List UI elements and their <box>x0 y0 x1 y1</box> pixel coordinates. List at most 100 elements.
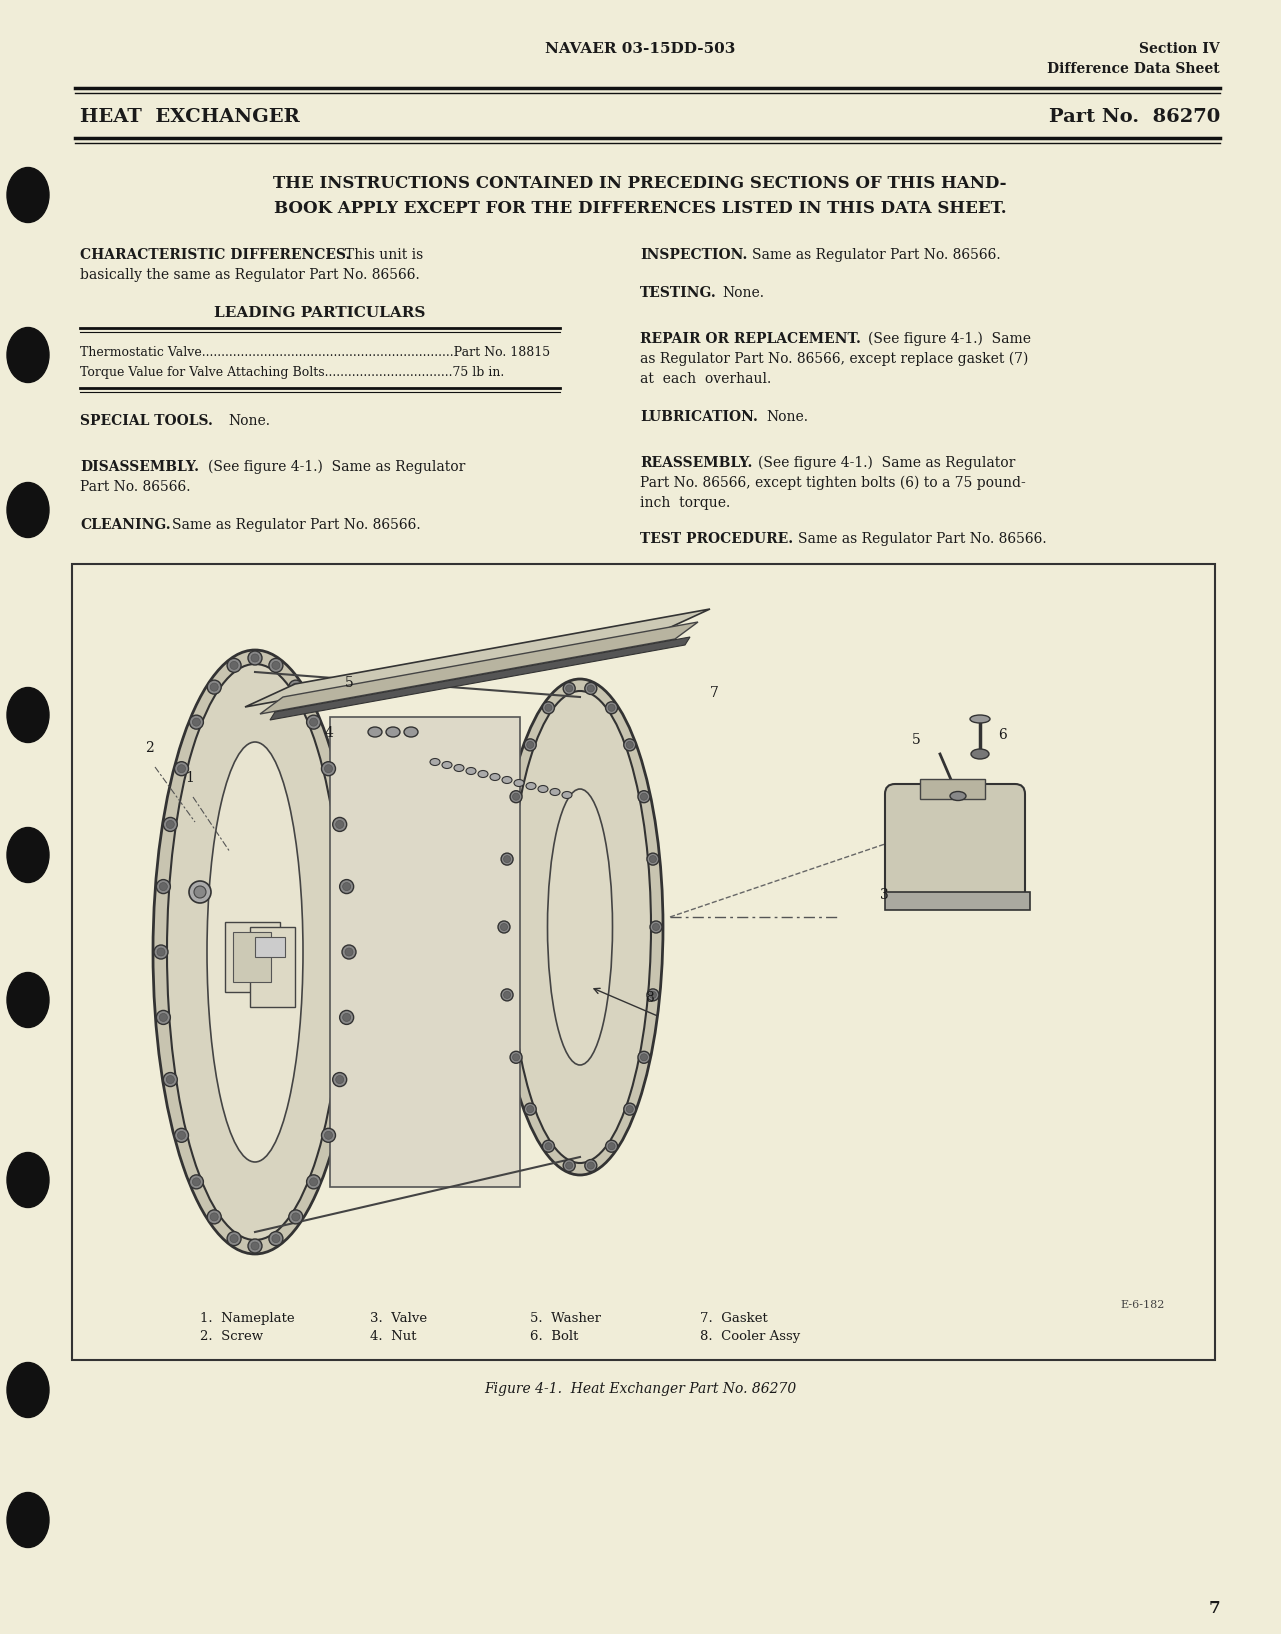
Ellipse shape <box>292 1212 300 1221</box>
Ellipse shape <box>526 783 535 789</box>
Text: 7.  Gasket: 7. Gasket <box>699 1312 767 1325</box>
Ellipse shape <box>6 688 49 742</box>
Ellipse shape <box>156 879 170 894</box>
Text: LEADING PARTICULARS: LEADING PARTICULARS <box>214 306 425 320</box>
Ellipse shape <box>292 683 300 691</box>
Ellipse shape <box>526 742 534 748</box>
Text: Torque Value for Valve Attaching Bolts.................................75 lb in.: Torque Value for Valve Attaching Bolts..… <box>79 366 505 379</box>
Text: Section IV: Section IV <box>1139 42 1220 56</box>
Ellipse shape <box>324 1131 333 1139</box>
Ellipse shape <box>345 948 354 956</box>
Text: TEST PROCEDURE.: TEST PROCEDURE. <box>640 533 793 546</box>
Ellipse shape <box>649 992 656 998</box>
Ellipse shape <box>158 948 165 956</box>
Ellipse shape <box>442 761 452 768</box>
Ellipse shape <box>608 704 615 711</box>
Ellipse shape <box>647 989 658 1002</box>
Ellipse shape <box>6 1363 49 1418</box>
Text: 3: 3 <box>880 887 889 902</box>
Ellipse shape <box>970 716 990 722</box>
Ellipse shape <box>649 922 662 933</box>
Ellipse shape <box>306 1175 320 1190</box>
Ellipse shape <box>208 742 304 1162</box>
Ellipse shape <box>231 662 238 670</box>
Text: Figure 4-1.  Heat Exchanger Part No. 86270: Figure 4-1. Heat Exchanger Part No. 8627… <box>484 1382 796 1395</box>
Ellipse shape <box>606 1141 617 1152</box>
Ellipse shape <box>269 659 283 672</box>
Ellipse shape <box>652 923 660 930</box>
Ellipse shape <box>587 685 594 691</box>
Ellipse shape <box>564 683 575 694</box>
FancyBboxPatch shape <box>885 784 1025 904</box>
Polygon shape <box>260 623 698 714</box>
Ellipse shape <box>310 717 318 725</box>
Ellipse shape <box>951 791 966 801</box>
Ellipse shape <box>336 820 343 828</box>
Text: 5: 5 <box>345 676 354 690</box>
Text: 8: 8 <box>646 990 653 1005</box>
Ellipse shape <box>163 1072 177 1087</box>
Ellipse shape <box>178 765 186 773</box>
Ellipse shape <box>288 1209 302 1224</box>
Text: 1: 1 <box>184 771 193 784</box>
Ellipse shape <box>640 1054 647 1060</box>
Ellipse shape <box>190 1175 204 1190</box>
Text: None.: None. <box>228 413 270 428</box>
Text: 4: 4 <box>325 725 334 740</box>
Ellipse shape <box>6 327 49 382</box>
Ellipse shape <box>430 758 439 765</box>
Ellipse shape <box>156 1010 170 1025</box>
Ellipse shape <box>306 716 320 729</box>
Text: REPAIR OR REPLACEMENT.: REPAIR OR REPLACEMENT. <box>640 332 861 346</box>
Ellipse shape <box>585 1160 597 1172</box>
Ellipse shape <box>524 739 537 752</box>
Ellipse shape <box>501 853 514 864</box>
Ellipse shape <box>453 765 464 771</box>
Text: This unit is: This unit is <box>345 248 423 261</box>
Text: TESTING.: TESTING. <box>640 286 717 301</box>
Ellipse shape <box>208 1209 222 1224</box>
Text: 6: 6 <box>998 729 1007 742</box>
Ellipse shape <box>167 820 174 828</box>
Bar <box>885 892 1030 910</box>
Ellipse shape <box>514 779 524 786</box>
Ellipse shape <box>159 1013 168 1021</box>
Ellipse shape <box>152 650 357 1253</box>
Ellipse shape <box>227 659 241 672</box>
Text: (See figure 4-1.)  Same: (See figure 4-1.) Same <box>869 332 1031 346</box>
Ellipse shape <box>501 923 507 930</box>
Text: 2.  Screw: 2. Screw <box>200 1330 263 1343</box>
Ellipse shape <box>324 765 333 773</box>
Ellipse shape <box>339 1010 354 1025</box>
Bar <box>255 936 284 958</box>
Text: Difference Data Sheet: Difference Data Sheet <box>1048 62 1220 77</box>
Text: LUBRICATION.: LUBRICATION. <box>640 410 758 423</box>
Text: (See figure 4-1.)  Same as Regulator: (See figure 4-1.) Same as Regulator <box>208 461 465 474</box>
Ellipse shape <box>251 654 259 662</box>
Bar <box>233 931 272 982</box>
Ellipse shape <box>167 1075 174 1083</box>
Ellipse shape <box>608 1142 615 1150</box>
Bar <box>250 926 295 1007</box>
Ellipse shape <box>192 717 200 725</box>
Ellipse shape <box>544 704 552 711</box>
Ellipse shape <box>368 727 382 737</box>
Text: None.: None. <box>722 286 763 301</box>
Ellipse shape <box>502 776 512 783</box>
Ellipse shape <box>6 168 49 222</box>
Text: inch  torque.: inch torque. <box>640 497 730 510</box>
Ellipse shape <box>491 773 500 781</box>
Ellipse shape <box>550 789 560 796</box>
Ellipse shape <box>649 856 656 863</box>
Text: CHARACTERISTIC DIFFERENCES.: CHARACTERISTIC DIFFERENCES. <box>79 248 351 261</box>
Text: 5: 5 <box>912 734 921 747</box>
Ellipse shape <box>478 771 488 778</box>
Ellipse shape <box>624 1103 635 1114</box>
Ellipse shape <box>501 989 514 1002</box>
Text: SPECIAL TOOLS.: SPECIAL TOOLS. <box>79 413 213 428</box>
Text: basically the same as Regulator Part No. 86566.: basically the same as Regulator Part No.… <box>79 268 420 283</box>
Bar <box>330 717 520 1186</box>
Text: None.: None. <box>766 410 808 423</box>
Text: CLEANING.: CLEANING. <box>79 518 170 533</box>
Ellipse shape <box>249 1239 263 1253</box>
